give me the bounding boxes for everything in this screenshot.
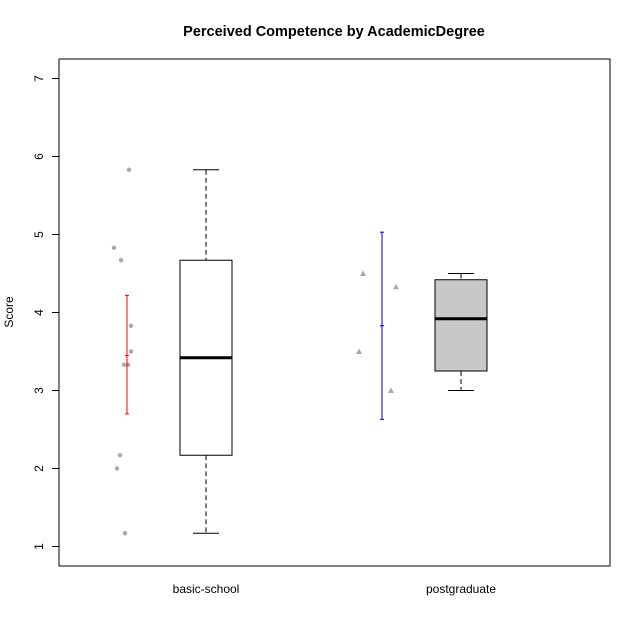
y-tick-label: 6 xyxy=(32,153,46,160)
data-point xyxy=(114,466,120,471)
x-tick-label: postgraduate xyxy=(426,582,496,596)
box xyxy=(434,279,488,372)
box-group-postgraduate xyxy=(356,231,488,420)
data-point xyxy=(126,167,132,172)
data-point xyxy=(111,245,117,250)
x-tick-label: basic-school xyxy=(173,582,240,596)
y-tick-label: 3 xyxy=(32,387,46,394)
chart-title: Perceived Competence by AcademicDegree xyxy=(183,24,485,40)
data-point xyxy=(121,362,127,367)
data-point xyxy=(117,453,123,458)
data-point xyxy=(388,387,394,393)
y-axis: 1 2 3 4 5 6 7 xyxy=(32,75,60,550)
y-tick-label: 2 xyxy=(32,465,46,472)
data-point xyxy=(128,349,134,354)
data-point xyxy=(122,531,128,536)
data-point xyxy=(360,270,366,276)
y-tick-label: 5 xyxy=(32,231,46,238)
box-group-basic-school xyxy=(111,167,233,536)
box-groups xyxy=(111,167,488,536)
data-point xyxy=(128,323,134,328)
x-axis: basic-school postgraduate xyxy=(173,582,497,596)
y-tick-label: 4 xyxy=(32,309,46,316)
data-point xyxy=(393,283,399,290)
data-point xyxy=(356,348,362,354)
y-axis-label: Score xyxy=(2,296,16,328)
data-point xyxy=(125,362,131,367)
y-tick-label: 1 xyxy=(32,543,46,550)
y-tick-label: 7 xyxy=(32,75,46,82)
plot-frame xyxy=(58,58,611,567)
data-point xyxy=(118,258,124,263)
